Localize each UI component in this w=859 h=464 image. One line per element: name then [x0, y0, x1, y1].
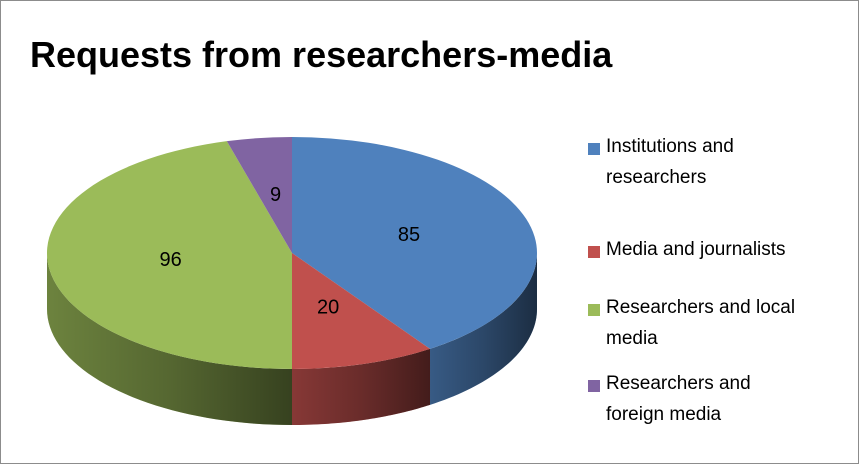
pie-slice [292, 253, 431, 369]
pie-side-shade [430, 253, 537, 405]
legend-swatch [588, 246, 600, 258]
data-label: 20 [317, 297, 339, 319]
data-label: 9 [270, 184, 281, 206]
legend-label: Media and journalists [606, 239, 786, 260]
pie-slice [292, 137, 537, 349]
data-label: 85 [398, 224, 420, 246]
legend-swatch [588, 143, 600, 155]
legend-label: Researchers and foreign media [606, 373, 751, 425]
legend-swatch [588, 304, 600, 316]
legend-item: Institutions and researchers [588, 136, 803, 193]
chart-title: Requests from researchers-media [30, 34, 613, 75]
pie-side-shade [47, 253, 292, 425]
pie-slice [226, 137, 292, 253]
legend-label: Researchers and local media [606, 297, 796, 349]
legend-item: Media and journalists [588, 239, 803, 265]
legend-swatch [588, 380, 600, 392]
legend-item: Researchers and foreign media [588, 373, 803, 430]
pie-side-shade [292, 348, 431, 425]
legend-label: Institutions and researchers [606, 136, 734, 188]
data-label: 96 [159, 249, 181, 271]
legend-item: Researchers and local media [588, 297, 803, 354]
pie-slice [46, 141, 293, 369]
